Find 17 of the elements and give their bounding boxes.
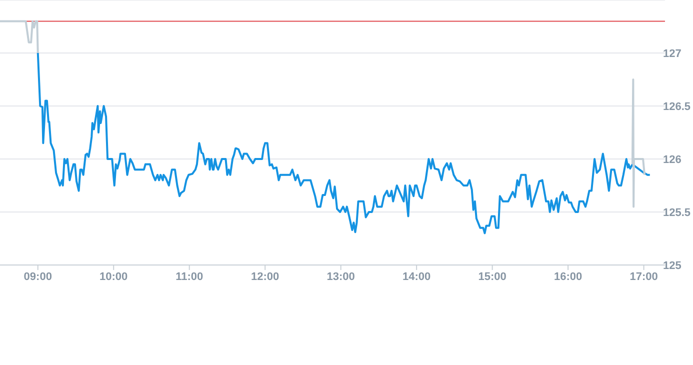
x-tick-label: 12:00: [251, 270, 280, 283]
line-series: [0, 20, 39, 54]
x-tick-label: 16:00: [554, 270, 582, 283]
x-tick-label: 17:00: [630, 270, 658, 283]
y-tick-label: 126.5: [663, 100, 691, 113]
x-tick-label: 15:00: [478, 270, 506, 283]
x-tick-label: 11:00: [176, 270, 204, 283]
y-tick-label: 125: [663, 260, 682, 272]
x-tick-label: 09:00: [24, 270, 52, 283]
x-tick-label: 14:00: [402, 270, 431, 283]
y-tick-label: 125.5: [663, 206, 691, 219]
x-tick-label: 10:00: [100, 270, 128, 283]
y-tick-label: 126: [663, 154, 682, 166]
y-tick-label: 127: [663, 48, 682, 60]
line-series: [36, 52, 651, 234]
line-series: [631, 78, 646, 208]
x-tick-label: 13:00: [326, 270, 355, 283]
